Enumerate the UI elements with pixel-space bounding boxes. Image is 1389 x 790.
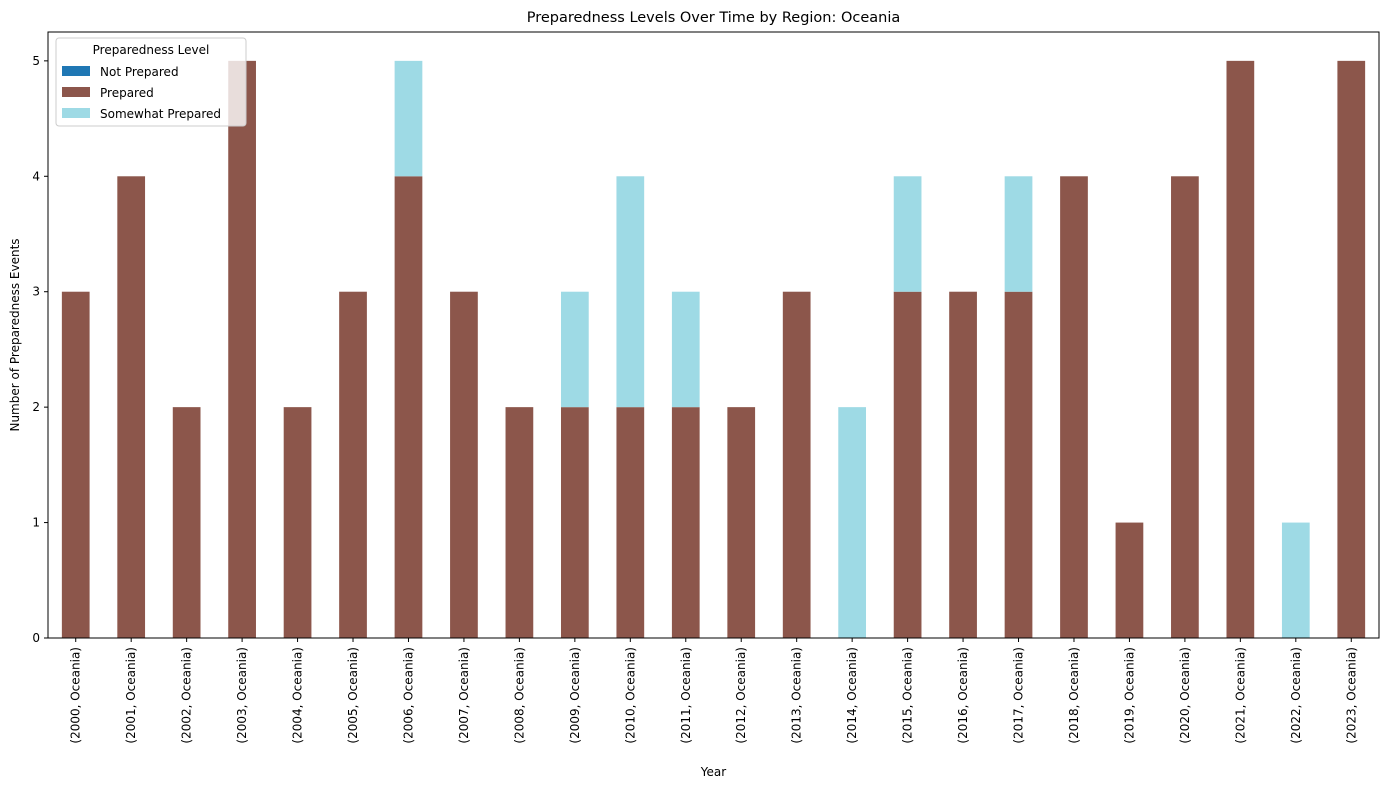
bar-segment-prepared-12: [727, 407, 756, 638]
bar-segment-prepared-4: [283, 407, 312, 638]
x-tick-label: (2014, Oceania): [845, 647, 859, 744]
legend-swatch-somewhat-prepared: [62, 108, 90, 118]
x-tick-label: (2019, Oceania): [1122, 647, 1136, 744]
bar-segment-prepared-0: [61, 291, 90, 638]
bar-segment-somewhat-prepared-11: [671, 291, 700, 408]
y-tick-label: 5: [32, 54, 40, 68]
bar-segment-somewhat-prepared-22: [1281, 522, 1310, 638]
bar-segment-prepared-1: [117, 176, 146, 639]
x-tick-label: (2020, Oceania): [1178, 647, 1192, 744]
bar-segment-prepared-5: [339, 291, 367, 638]
bar-segment-prepared-7: [450, 291, 478, 638]
x-tick-label: (2016, Oceania): [956, 647, 970, 744]
bar-segment-somewhat-prepared-10: [616, 176, 645, 408]
bar-segment-prepared-17: [1004, 291, 1033, 638]
x-tick-label: (2006, Oceania): [401, 647, 415, 744]
bar-segment-prepared-19: [1115, 522, 1144, 638]
legend-swatch-not-prepared: [62, 66, 90, 76]
x-tick-label: (2000, Oceania): [69, 647, 83, 744]
bars-group: [61, 60, 1366, 639]
y-tick-label: 1: [32, 516, 40, 530]
x-tick-label: (2011, Oceania): [679, 647, 693, 744]
legend-label-prepared: Prepared: [100, 86, 154, 100]
bar-segment-somewhat-prepared-9: [560, 291, 589, 408]
x-axis-ticks: (2000, Oceania) (2001, Oceania) (2002, Oce…: [69, 638, 1358, 744]
bar-segment-prepared-9: [560, 407, 589, 638]
bar-segment-prepared-13: [782, 291, 811, 638]
bar-segment-somewhat-prepared-17: [1004, 176, 1033, 292]
x-tick-label: (2022, Oceania): [1289, 647, 1303, 744]
x-tick-label: (2018, Oceania): [1067, 647, 1081, 744]
legend-label-not-prepared: Not Prepared: [100, 65, 179, 79]
x-axis-label: Year: [700, 765, 726, 779]
bar-segment-prepared-10: [616, 407, 645, 638]
bar-segment-somewhat-prepared-14: [838, 407, 867, 638]
chart-title: Preparedness Levels Over Time by Region:…: [527, 10, 901, 26]
x-tick-label: (2017, Oceania): [1012, 647, 1026, 744]
y-axis-label: Number of Preparedness Events: [8, 238, 22, 431]
legend-label-somewhat-prepared: Somewhat Prepared: [100, 107, 221, 121]
y-tick-label: 0: [32, 631, 40, 645]
x-tick-label: (2013, Oceania): [790, 647, 804, 744]
x-tick-label: (2015, Oceania): [901, 647, 915, 744]
x-tick-label: (2009, Oceania): [568, 647, 582, 744]
x-tick-label: (2002, Oceania): [180, 647, 194, 744]
x-tick-label: (2007, Oceania): [457, 647, 471, 744]
bar-segment-prepared-18: [1060, 176, 1088, 639]
y-tick-label: 3: [32, 285, 40, 299]
bar-segment-prepared-23: [1337, 60, 1366, 639]
bar-segment-prepared-21: [1226, 60, 1255, 639]
bar-segment-prepared-16: [949, 291, 977, 638]
bar-segment-prepared-3: [228, 60, 256, 639]
x-tick-label: (2010, Oceania): [623, 647, 637, 744]
bar-segment-prepared-2: [172, 407, 201, 638]
legend: Preparedness Level Not Prepared Prepared S…: [55, 37, 247, 127]
legend-box: [55, 37, 247, 127]
bar-segment-somewhat-prepared-6: [394, 60, 423, 177]
plot-frame: [47, 31, 1380, 639]
x-tick-label: (2008, Oceania): [512, 647, 526, 744]
x-tick-label: (2001, Oceania): [124, 647, 138, 744]
x-tick-label: (2012, Oceania): [734, 647, 748, 744]
bar-segment-prepared-6: [394, 176, 423, 639]
bar-segment-prepared-8: [505, 407, 534, 638]
legend-title: Preparedness Level: [93, 43, 210, 57]
legend-swatch-prepared: [62, 87, 90, 97]
x-tick-label: (2021, Oceania): [1233, 647, 1247, 744]
bar-segment-somewhat-prepared-15: [893, 176, 922, 292]
bar-segment-prepared-15: [893, 291, 922, 638]
bar-segment-prepared-20: [1171, 176, 1199, 639]
x-tick-label: (2005, Oceania): [346, 647, 360, 744]
x-tick-label: (2023, Oceania): [1344, 647, 1358, 744]
bar-segment-prepared-11: [671, 407, 700, 638]
y-tick-label: 2: [32, 400, 40, 414]
x-tick-label: (2004, Oceania): [291, 647, 305, 744]
y-tick-label: 4: [32, 169, 40, 183]
y-axis-ticks: 0 1 2 3 4 5: [32, 54, 48, 645]
x-tick-label: (2003, Oceania): [235, 647, 249, 744]
